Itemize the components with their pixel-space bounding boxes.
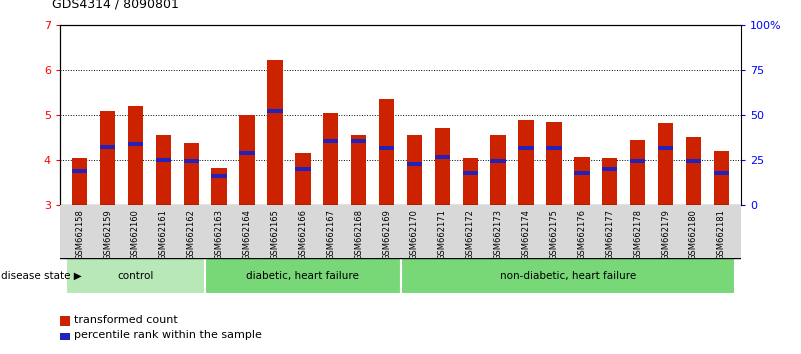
Bar [379, 145, 394, 150]
Bar [400, 258, 735, 294]
Bar [239, 115, 255, 205]
Bar [518, 145, 533, 150]
Bar [183, 159, 199, 163]
Text: transformed count: transformed count [74, 315, 179, 325]
Bar [211, 168, 227, 205]
Bar [351, 139, 366, 143]
Bar [658, 145, 674, 150]
Bar [268, 60, 283, 205]
Bar [407, 162, 422, 166]
Bar [602, 158, 618, 205]
Bar [630, 159, 646, 163]
Bar [490, 159, 506, 163]
Bar [100, 145, 115, 149]
Bar [602, 167, 618, 171]
Bar [686, 159, 701, 163]
Bar [546, 122, 562, 205]
Text: diabetic, heart failure: diabetic, heart failure [247, 271, 360, 281]
Bar [463, 171, 478, 175]
Bar [183, 143, 199, 205]
Bar [268, 109, 283, 114]
Bar [435, 155, 450, 159]
Bar [100, 110, 115, 205]
Bar [435, 128, 450, 205]
Bar [407, 135, 422, 205]
Bar [239, 152, 255, 155]
Bar [127, 106, 143, 205]
Bar [714, 171, 729, 175]
Bar [66, 258, 205, 294]
Bar [379, 99, 394, 205]
Bar [658, 123, 674, 205]
Bar [686, 137, 701, 205]
Bar [72, 158, 87, 205]
Bar [546, 145, 562, 150]
Bar [518, 120, 533, 205]
Bar [574, 171, 590, 175]
Bar [490, 135, 506, 205]
Text: non-diabetic, heart failure: non-diabetic, heart failure [500, 271, 636, 281]
Text: control: control [117, 271, 154, 281]
Bar [295, 167, 311, 171]
Bar [295, 153, 311, 205]
Bar [323, 139, 338, 143]
Text: disease state ▶: disease state ▶ [1, 271, 82, 281]
Bar [155, 135, 171, 205]
Bar [574, 156, 590, 205]
Bar [205, 258, 400, 294]
Text: percentile rank within the sample: percentile rank within the sample [74, 330, 263, 339]
Bar [323, 113, 338, 205]
Bar [211, 174, 227, 178]
Text: GDS4314 / 8090801: GDS4314 / 8090801 [52, 0, 179, 11]
Bar [351, 135, 366, 205]
Bar [630, 140, 646, 205]
Bar [714, 151, 729, 205]
Bar [155, 158, 171, 162]
Bar [127, 142, 143, 147]
Bar [463, 158, 478, 205]
Bar [72, 170, 87, 173]
